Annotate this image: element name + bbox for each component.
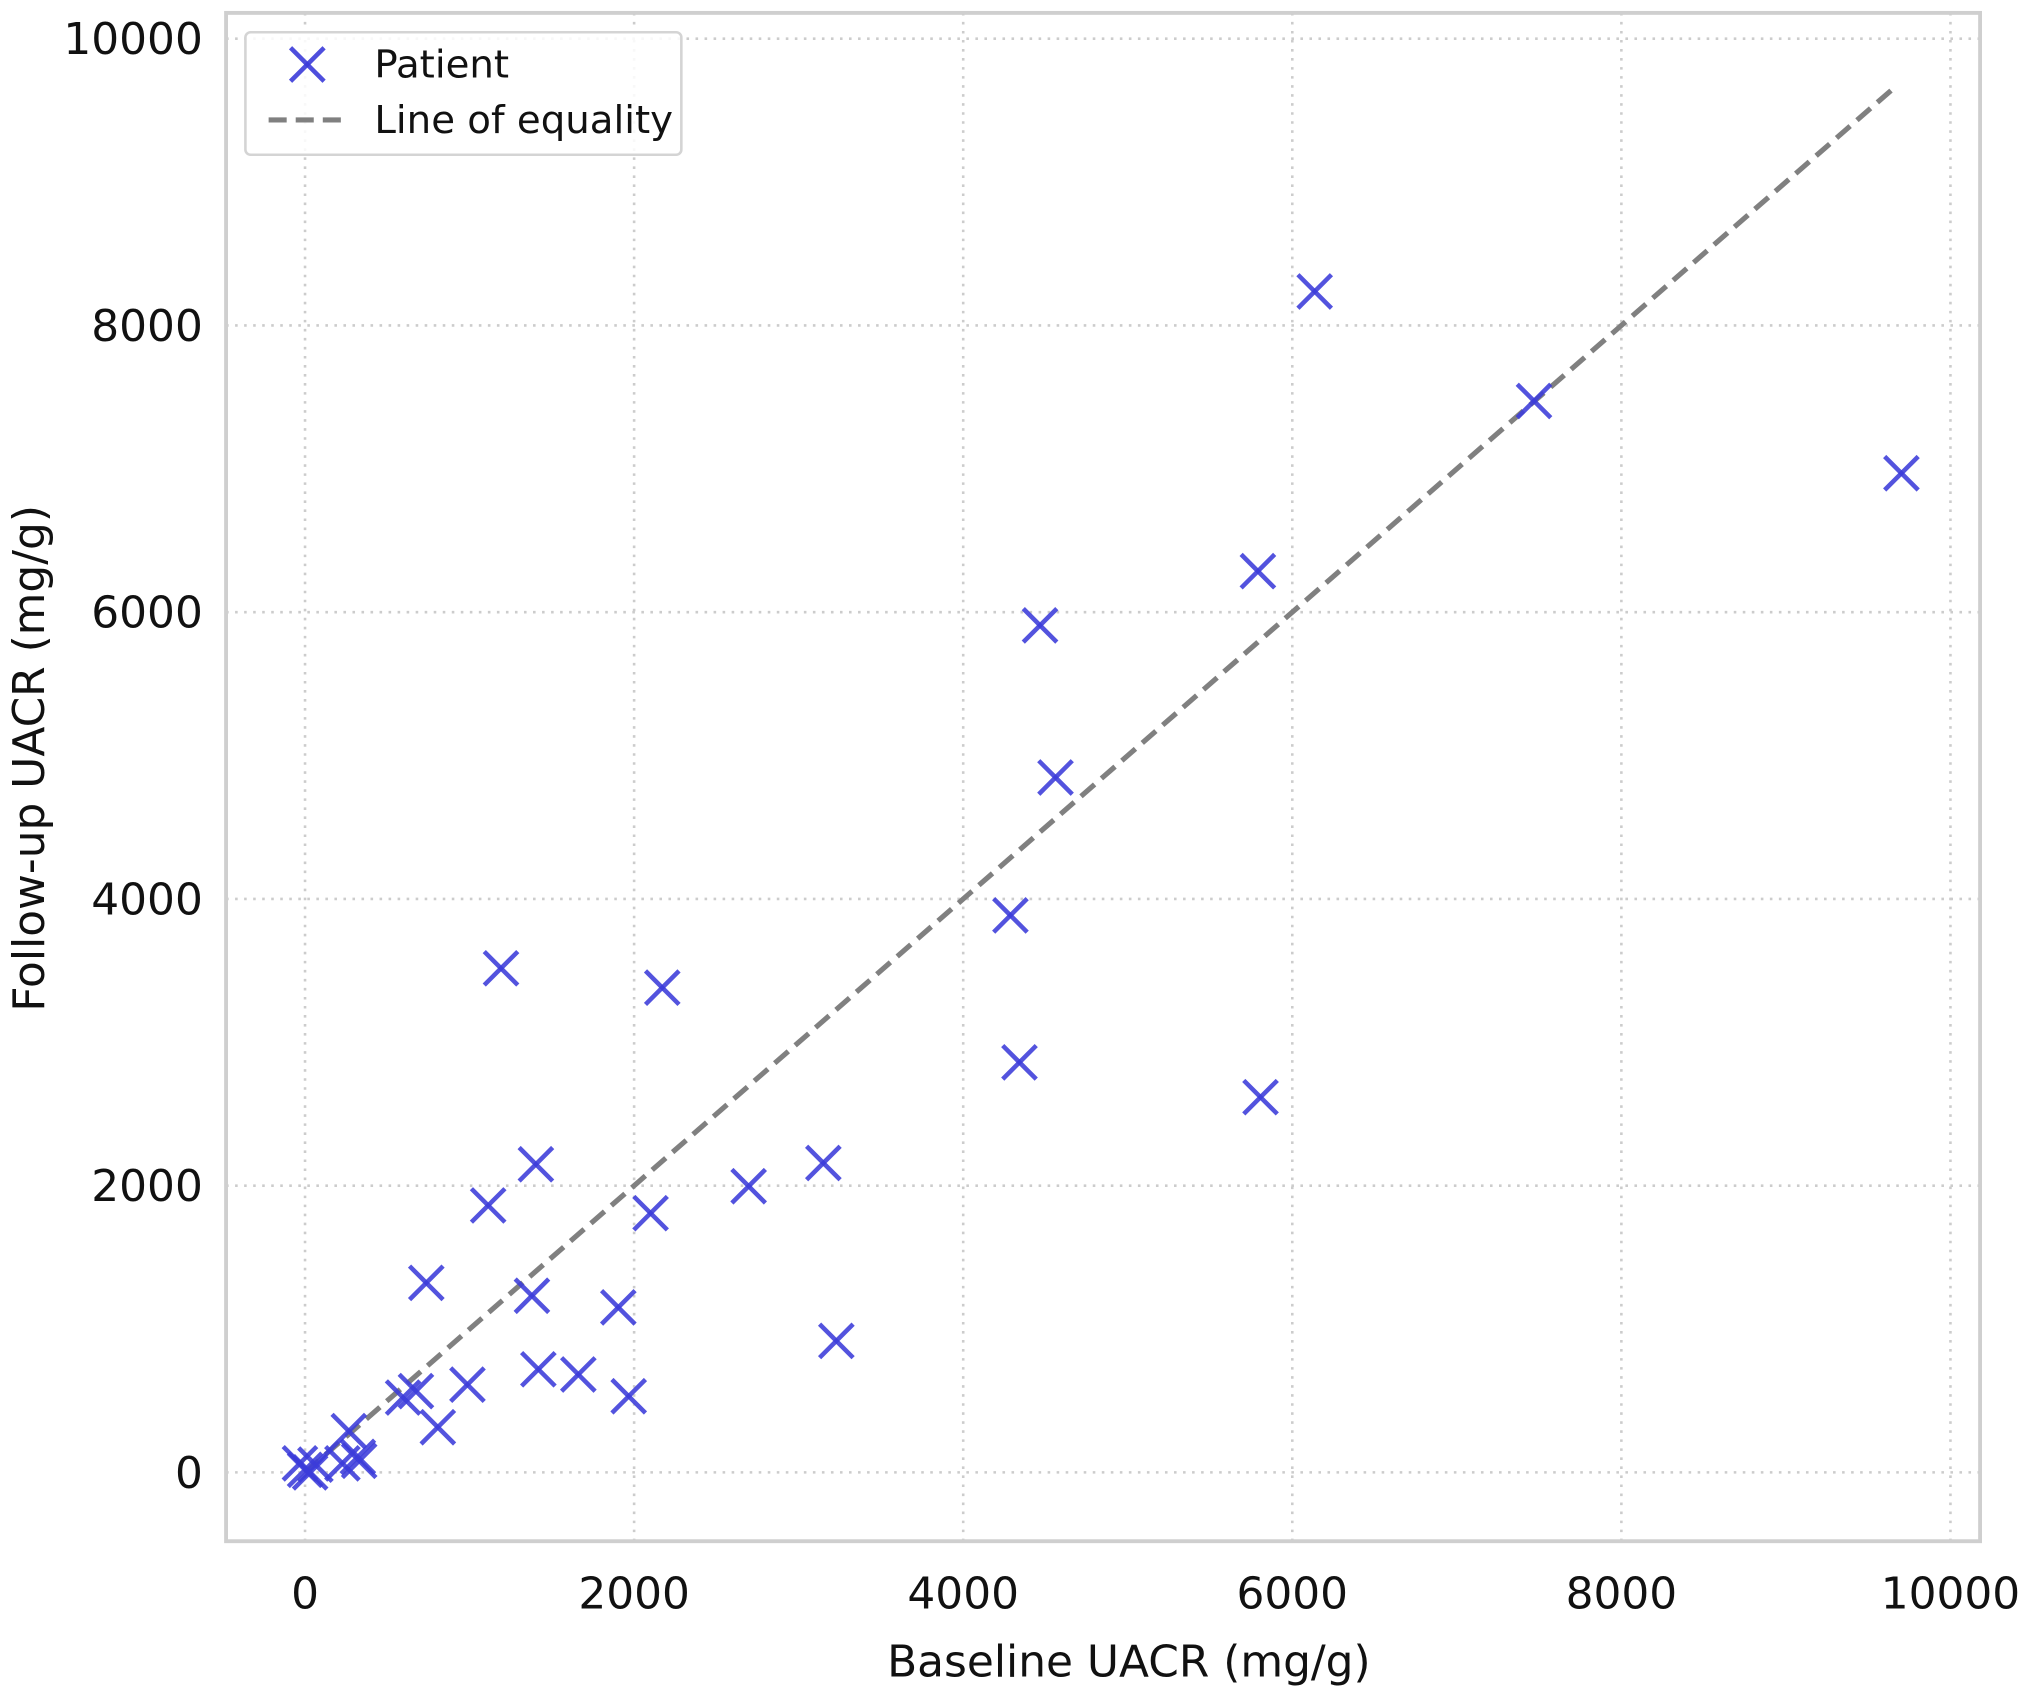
patient-point bbox=[291, 1454, 329, 1491]
patient-point bbox=[1515, 382, 1553, 420]
y-tick-label: 10000 bbox=[63, 14, 202, 65]
y-tick-labels: 0 2000 4000 6000 8000 10000 bbox=[63, 14, 202, 1499]
legend-equality-label: Line of equality bbox=[374, 98, 673, 143]
legend-patient-label: Patient bbox=[374, 42, 509, 87]
line-of-equality bbox=[303, 86, 1895, 1475]
patient-point bbox=[632, 1194, 669, 1232]
patient-point bbox=[1021, 607, 1059, 644]
patient-point bbox=[730, 1167, 768, 1205]
patient-point bbox=[804, 1144, 842, 1182]
legend-box bbox=[244, 30, 683, 157]
y-tick-label: 8000 bbox=[91, 301, 203, 352]
patient-point bbox=[340, 1442, 378, 1480]
x-tick-label: 2000 bbox=[578, 1568, 690, 1619]
x-tick-label: 6000 bbox=[1236, 1568, 1348, 1619]
patient-point bbox=[1242, 1078, 1279, 1116]
patient-point bbox=[397, 1372, 435, 1410]
legend-patient-marker bbox=[288, 46, 326, 83]
patient-point bbox=[384, 1379, 422, 1416]
patient-point bbox=[1239, 552, 1277, 590]
line-of-equality-layer bbox=[303, 86, 1895, 1475]
patient-point bbox=[559, 1356, 597, 1393]
patient-point bbox=[482, 949, 520, 987]
y-tick-label: 4000 bbox=[91, 874, 203, 925]
patient-point bbox=[517, 1145, 555, 1183]
patient-point bbox=[1001, 1043, 1038, 1081]
patient-point bbox=[513, 1277, 551, 1315]
y-tick-label: 6000 bbox=[91, 588, 203, 639]
patient-point bbox=[449, 1366, 486, 1404]
x-tick-label: 10000 bbox=[1881, 1568, 2020, 1619]
plot-frame bbox=[224, 10, 1983, 1544]
x-axis-label: Baseline UACR (mg/g) bbox=[887, 1637, 1371, 1688]
x-tick-label: 0 bbox=[291, 1568, 319, 1619]
patient-point bbox=[1037, 759, 1074, 796]
patient-point bbox=[599, 1289, 637, 1326]
x-tick-labels: 0 2000 4000 6000 8000 10000 bbox=[291, 1568, 2020, 1619]
legend: Patient Line of equality bbox=[244, 30, 683, 157]
y-tick-label: 2000 bbox=[91, 1161, 203, 1212]
x-tick-label: 4000 bbox=[907, 1568, 1019, 1619]
points-layer bbox=[281, 273, 1920, 1491]
patient-point bbox=[520, 1350, 557, 1388]
patient-point bbox=[407, 1264, 445, 1302]
patient-point bbox=[643, 969, 681, 1007]
patient-point bbox=[992, 897, 1029, 934]
grid bbox=[226, 12, 1981, 1542]
patient-point bbox=[330, 1412, 368, 1450]
patient-point bbox=[1883, 454, 1920, 492]
patient-point bbox=[469, 1187, 507, 1224]
patient-point bbox=[419, 1408, 457, 1446]
patient-point bbox=[610, 1377, 648, 1415]
y-tick-label: 0 bbox=[175, 1448, 203, 1499]
x-tick-label: 8000 bbox=[1566, 1568, 1678, 1619]
y-axis-label: Follow-up UACR (mg/g) bbox=[4, 505, 55, 1012]
patient-point bbox=[817, 1322, 855, 1360]
patient-point bbox=[1296, 273, 1334, 310]
